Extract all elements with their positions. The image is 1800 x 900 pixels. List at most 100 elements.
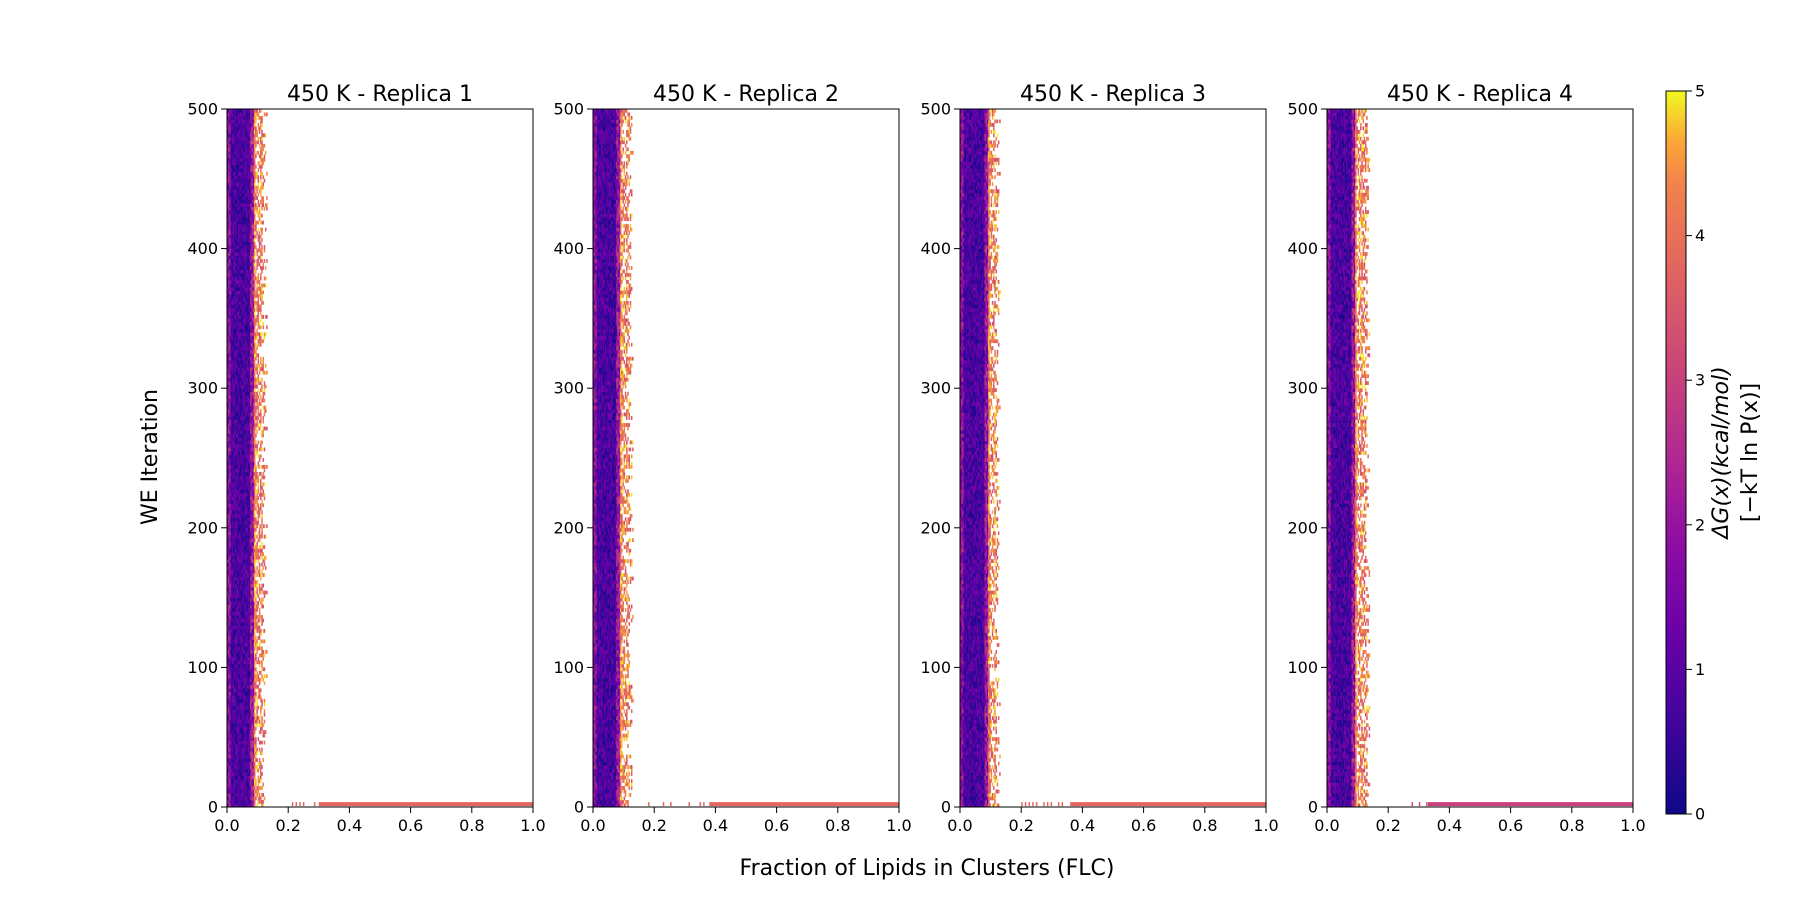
initial-row-tick (291, 802, 294, 807)
x-tick-label: 0.8 (1559, 816, 1584, 835)
y-tick-label: 300 (187, 379, 218, 398)
colorbar-label-line1: ΔG(x)(kcal/mol) (1709, 366, 1734, 540)
initial-row-tick (1050, 802, 1053, 807)
x-tick-label: 1.0 (520, 816, 545, 835)
initial-row-tick (1032, 802, 1034, 807)
x-tick-label: 0.6 (1131, 816, 1156, 835)
x-tick-label: 1.0 (1620, 816, 1645, 835)
x-tick-label: 0.8 (825, 816, 850, 835)
y-tick-label: 100 (187, 658, 218, 677)
panel-4: 0.0 0.2 0.4 0.6 0.8 1.0 0 100 200 300 400 500 450 K … (1287, 82, 1645, 835)
y-tick-label: 400 (920, 239, 951, 258)
colorbar-tick-label: 0 (1695, 805, 1705, 824)
x-tick-label: 0.8 (459, 816, 484, 835)
initial-row (1411, 802, 1633, 807)
initial-row-tick (299, 802, 301, 807)
initial-row-tick (1043, 802, 1045, 807)
initial-row-segment (1070, 802, 1266, 807)
initial-row (648, 802, 899, 807)
x-tick-label: 0.6 (398, 816, 423, 835)
panel-title: 450 K - Replica 1 (287, 82, 473, 107)
initial-row-tick (1024, 802, 1027, 807)
y-tick-label: 200 (1287, 518, 1318, 537)
colorbar-tick-label: 1 (1695, 660, 1705, 679)
y-tick-label: 0 (574, 798, 584, 817)
panel-title: 450 K - Replica 4 (1387, 82, 1573, 107)
y-tick-label: 100 (553, 658, 584, 677)
initial-row (291, 802, 533, 807)
y-tick-label: 500 (187, 100, 218, 119)
x-tick-label: 0.2 (1375, 816, 1400, 835)
initial-row-tick (703, 802, 705, 807)
y-axis-label: WE Iteration (138, 389, 163, 525)
initial-row-tick (670, 802, 672, 807)
axes-frame (1326, 108, 1634, 808)
heatmap-band (960, 109, 1001, 808)
y-tick-label: 300 (1287, 379, 1318, 398)
y-tick-label: 500 (553, 100, 584, 119)
x-axis-label: Fraction of Lipids in Clusters (FLC) (740, 856, 1115, 881)
initial-row-segment (1427, 802, 1633, 807)
initial-row (1021, 802, 1266, 807)
y-tick-label: 0 (941, 798, 951, 817)
colorbar-label-line2: [−kT ln P(x)] (1738, 383, 1763, 522)
x-tick-label: 0.4 (337, 816, 362, 835)
initial-row-tick (1411, 802, 1413, 807)
x-tick-label: 0.2 (275, 816, 300, 835)
x-tick-label: 0.0 (947, 816, 972, 835)
initial-row-tick (1035, 802, 1038, 807)
y-tick-label: 400 (553, 239, 584, 258)
initial-row-segment (318, 802, 533, 807)
panel-2: 0.0 0.2 0.4 0.6 0.8 1.0 0 100 200 300 400 500 450 K … (553, 82, 911, 835)
initial-row-tick (1046, 802, 1049, 807)
initial-row-tick (662, 802, 665, 807)
colorbar: 0 1 2 3 4 5 ΔG(x)(kcal/mol) [−kT ln P(x)] (1665, 82, 1763, 824)
y-tick-label: 0 (208, 798, 218, 817)
y-tick-label: 0 (1308, 798, 1318, 817)
y-tick-label: 400 (187, 239, 218, 258)
initial-row-tick (699, 802, 701, 807)
initial-row-tick (1418, 802, 1421, 807)
y-tick-label: 500 (920, 100, 951, 119)
colorbar-tick-label: 2 (1695, 515, 1705, 534)
initial-row-tick (648, 802, 650, 807)
y-tick-label: 300 (920, 379, 951, 398)
panels: 0.0 0.2 0.4 0.6 0.8 1.0 0 100 200 300 400 500 450 K … (187, 82, 1645, 835)
initial-row-tick (302, 802, 305, 807)
x-tick-label: 0.0 (214, 816, 239, 835)
initial-row-tick (1021, 802, 1023, 807)
initial-row-tick (1426, 802, 1428, 807)
colorbar-tick-label: 5 (1695, 82, 1705, 101)
colorbar-gradient (1665, 90, 1687, 815)
initial-row-tick (1028, 802, 1031, 807)
initial-row-tick (313, 802, 316, 807)
heatmap-band (593, 109, 634, 808)
x-tick-label: 0.0 (1314, 816, 1339, 835)
x-tick-label: 0.2 (1008, 816, 1033, 835)
y-tick-label: 100 (1287, 658, 1318, 677)
y-tick-label: 300 (553, 379, 584, 398)
x-tick-label: 0.8 (1192, 816, 1217, 835)
colorbar-tick-label: 3 (1695, 371, 1705, 390)
initial-row-tick (688, 802, 690, 807)
x-tick-label: 0.4 (703, 816, 728, 835)
initial-row-tick (1061, 802, 1064, 807)
axes-frame (226, 108, 534, 808)
colorbar-tick-label: 4 (1695, 226, 1705, 245)
x-tick-label: 1.0 (1253, 816, 1278, 835)
y-tick-label: 200 (920, 518, 951, 537)
y-tick-label: 200 (187, 518, 218, 537)
x-tick-label: 0.2 (641, 816, 666, 835)
x-tick-label: 0.4 (1437, 816, 1462, 835)
initial-row-tick (295, 802, 298, 807)
y-tick-label: 500 (1287, 100, 1318, 119)
axes-frame (959, 108, 1267, 808)
x-tick-label: 0.6 (764, 816, 789, 835)
x-tick-label: 0.4 (1070, 816, 1095, 835)
panel-title: 450 K - Replica 2 (653, 82, 839, 107)
initial-row-tick (1057, 802, 1060, 807)
initial-row-segment (709, 802, 899, 807)
axes-frame (592, 108, 900, 808)
x-tick-label: 0.0 (580, 816, 605, 835)
